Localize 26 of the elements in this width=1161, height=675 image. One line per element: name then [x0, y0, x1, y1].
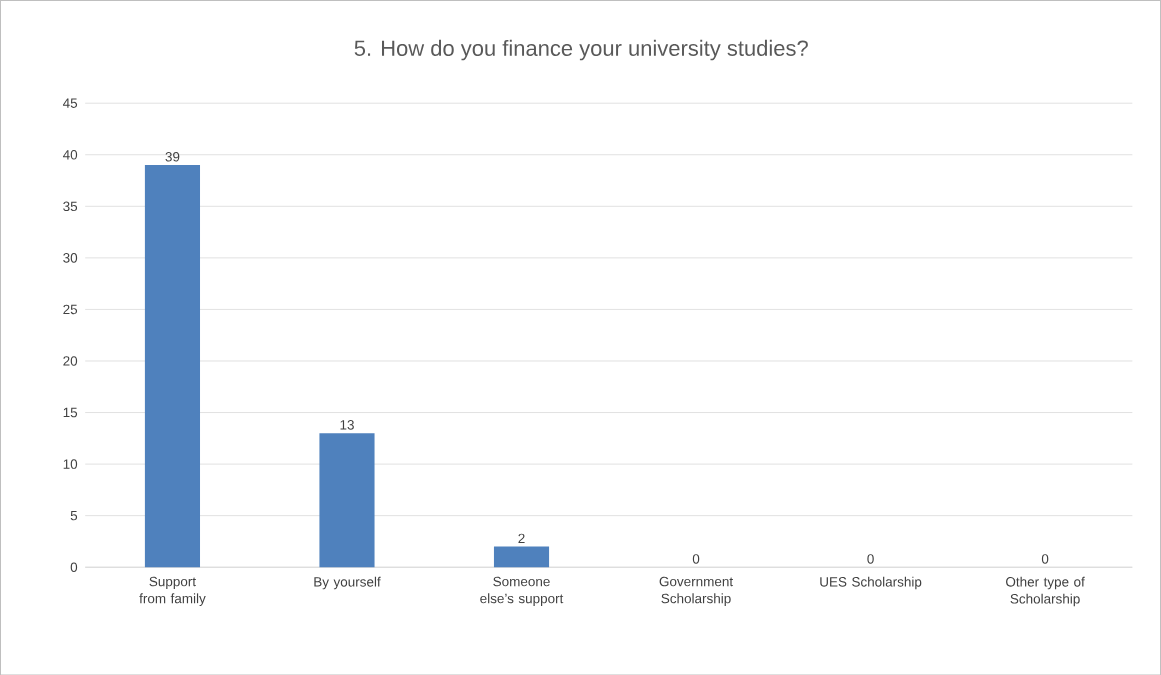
- y-tick-label: 0: [70, 562, 78, 572]
- y-tick-label: 20: [63, 355, 78, 366]
- x-tick-label: Other type of Scholarship: [1006, 576, 1085, 607]
- y-tick-label: 30: [63, 252, 78, 263]
- bar: [319, 432, 375, 567]
- x-tick-label: By yourself: [314, 576, 381, 590]
- bar: [493, 546, 550, 567]
- y-tick-label: 25: [63, 304, 78, 314]
- x-tick-label: Government Scholarship: [659, 576, 734, 606]
- x-tick-label: Support from family: [139, 576, 206, 606]
- data-label: 39: [165, 151, 180, 162]
- data-label: 2: [518, 533, 525, 543]
- bar: [144, 164, 201, 567]
- y-tick-label: 45: [62, 98, 78, 108]
- x-tick-label: Someone else’s support: [480, 576, 564, 606]
- y-tick-label: 5: [70, 510, 78, 521]
- y-tick-label: 40: [62, 149, 78, 160]
- chart-title: 5. How do you finance your university studies?: [354, 39, 808, 61]
- y-tick-label: 10: [63, 459, 78, 469]
- x-tick-label: UES Scholarship: [820, 576, 922, 590]
- data-label: 0: [1041, 553, 1049, 564]
- data-label: 0: [692, 553, 700, 564]
- y-tick-label: 15: [63, 407, 78, 418]
- y-tick-label: 35: [63, 201, 78, 211]
- data-label: 0: [867, 553, 874, 564]
- data-label: 13: [340, 419, 354, 430]
